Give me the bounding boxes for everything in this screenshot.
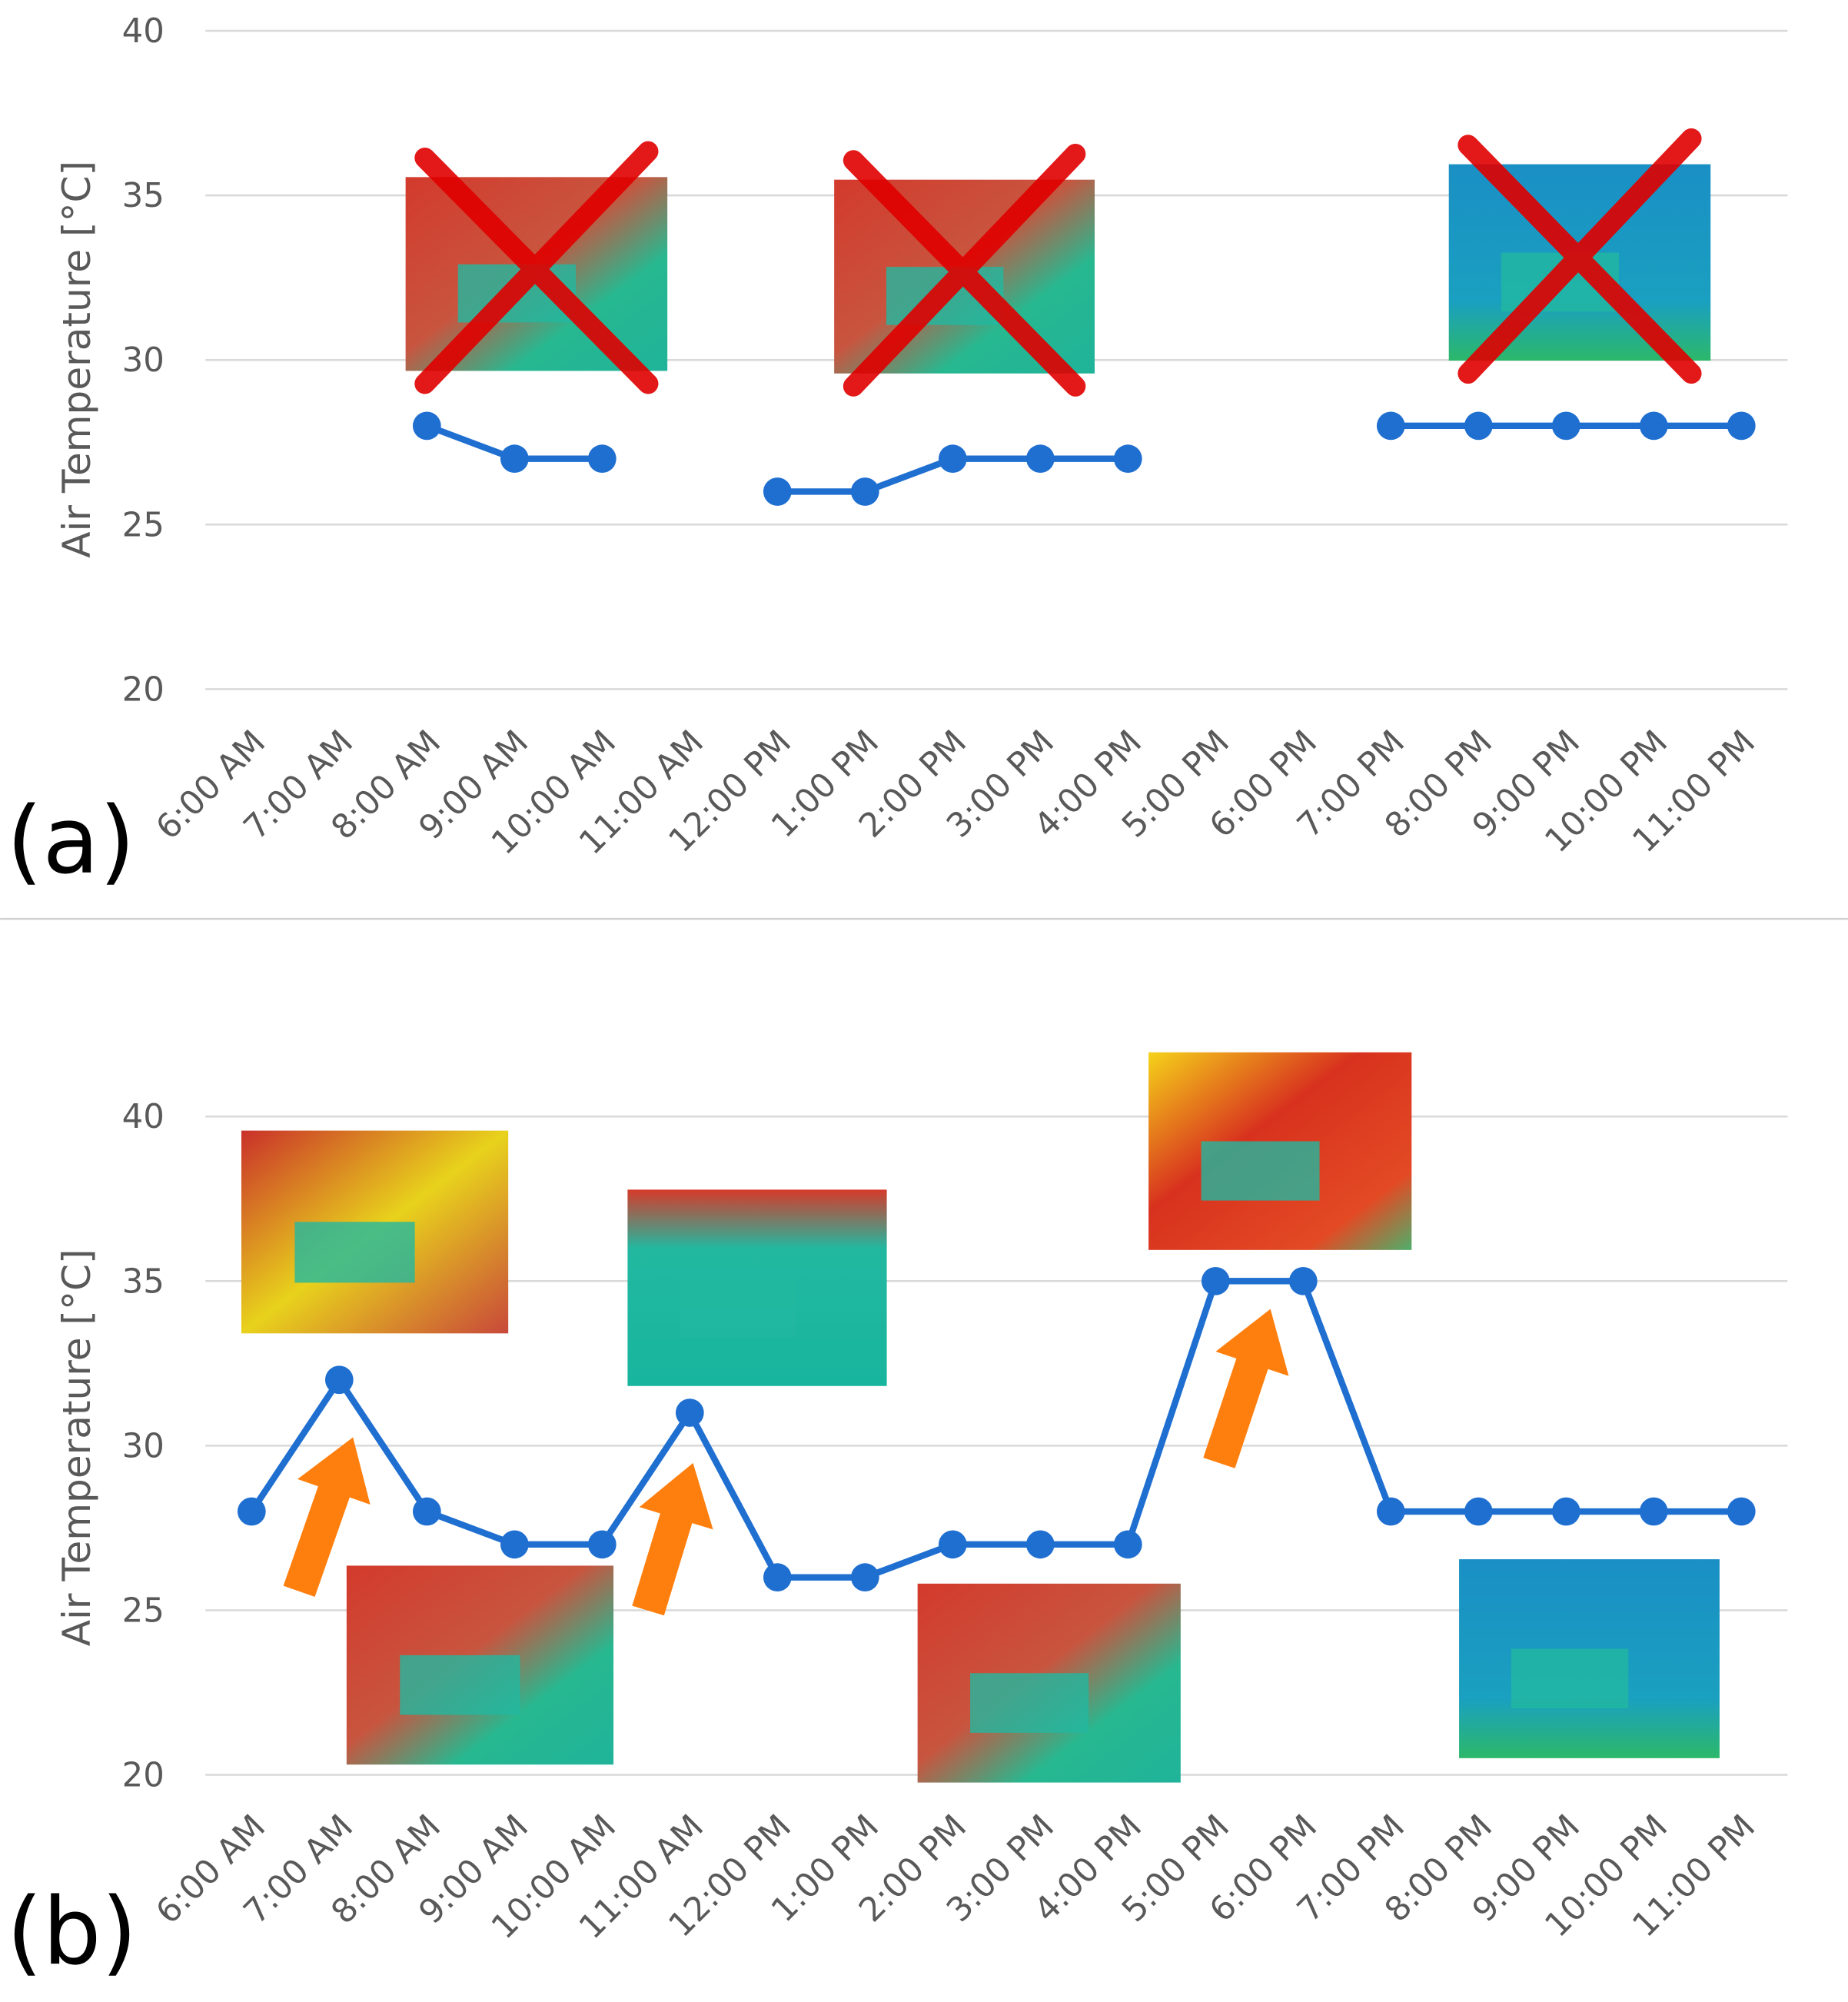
data-point [1464, 411, 1493, 441]
data-point [500, 1530, 529, 1559]
thermal-image [346, 1565, 614, 1765]
data-point [1639, 1497, 1668, 1526]
y-tick-label: 40 [122, 12, 165, 51]
data-point [1551, 1497, 1580, 1526]
orange-arrow-icon [283, 1437, 371, 1598]
data-point [850, 1563, 879, 1592]
data-point [1376, 1497, 1405, 1526]
data-point [938, 1530, 967, 1559]
y-tick-label: 25 [122, 506, 165, 544]
data-point [500, 444, 529, 474]
thermal-image [917, 1583, 1181, 1783]
data-point [763, 477, 792, 506]
panel-label: (b) [7, 1878, 138, 1986]
thermal-image-detail [1201, 1141, 1320, 1201]
y-tick-label: 20 [122, 1757, 165, 1795]
thermal-image-detail [970, 1673, 1089, 1733]
thermal-image-detail [1511, 1648, 1629, 1709]
y-axis-label: Air Temperature [°C] [55, 1249, 99, 1647]
panel-label: (a) [7, 787, 135, 895]
data-point [1288, 1266, 1318, 1295]
thermal-image-detail [294, 1222, 415, 1283]
orange-arrow-icon [1203, 1309, 1289, 1468]
data-point [1025, 444, 1055, 474]
data-point [1727, 411, 1756, 441]
y-tick-label: 30 [122, 341, 165, 380]
thermal-image [627, 1189, 887, 1386]
cross-stroke [843, 143, 1086, 397]
cross-mark-icon [414, 141, 659, 394]
data-point [587, 444, 617, 474]
cross-stroke [414, 141, 659, 394]
data-point [587, 1530, 617, 1559]
y-tick-label: 30 [122, 1427, 165, 1465]
data-point [324, 1365, 354, 1395]
data-point [850, 477, 879, 506]
y-tick-label: 35 [122, 177, 165, 215]
data-point [938, 444, 967, 474]
series-line [248, 1278, 1742, 1581]
crossed-thermal-image [1448, 128, 1711, 384]
cross-mark-icon [843, 143, 1086, 397]
y-tick-label: 40 [122, 1098, 165, 1136]
cross-stroke [1457, 128, 1702, 384]
thermal-image-detail [679, 1278, 796, 1337]
data-point [1201, 1266, 1230, 1295]
data-point [412, 411, 441, 441]
thermal-image [1459, 1559, 1720, 1758]
orange-arrow-icon [632, 1462, 713, 1616]
y-tick-label: 35 [122, 1262, 165, 1301]
y-tick-label: 25 [122, 1591, 165, 1630]
data-point [1113, 444, 1142, 474]
crossed-thermal-image [405, 141, 668, 394]
cross-mark-icon [1457, 128, 1702, 384]
thermal-image-detail [400, 1654, 520, 1715]
data-point [1639, 411, 1668, 441]
crossed-thermal-image [834, 143, 1095, 397]
data-point [675, 1398, 704, 1427]
thermal-image [1148, 1052, 1412, 1250]
data-point [237, 1497, 266, 1526]
data-point [412, 1497, 441, 1526]
data-point [1551, 411, 1580, 441]
thermal-image [241, 1130, 509, 1334]
y-axis-label: Air Temperature [°C] [55, 161, 99, 558]
data-point [1727, 1497, 1756, 1526]
data-point [1113, 1530, 1142, 1559]
data-point [1025, 1530, 1055, 1559]
data-point [763, 1563, 792, 1592]
y-tick-label: 20 [122, 670, 165, 709]
data-point [1376, 411, 1405, 441]
data-point [1464, 1497, 1493, 1526]
